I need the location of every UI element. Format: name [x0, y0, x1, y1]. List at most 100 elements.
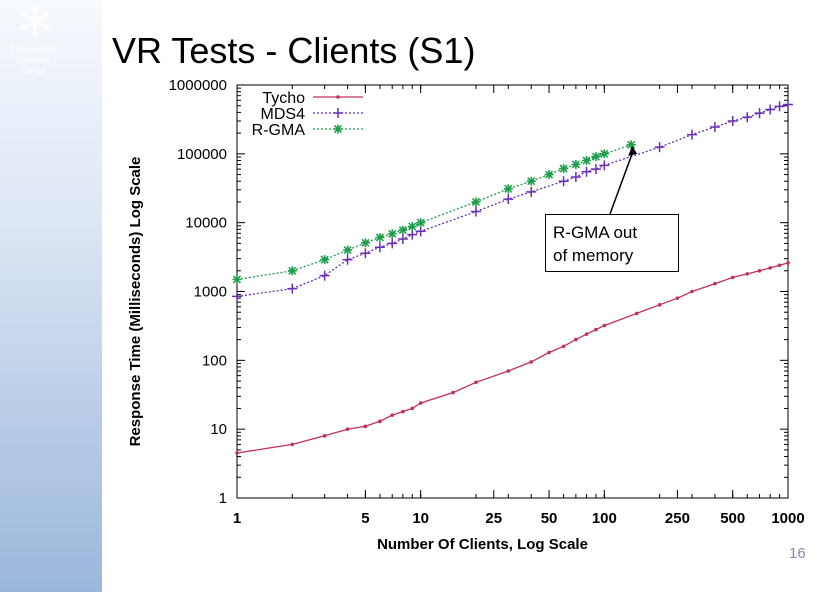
- response-time-chart: 1 5 10 25 50 100 250 500 1000 1 10 100 1000 10000 1000…: [127, 77, 805, 553]
- data-point-mds4: [287, 283, 298, 294]
- data-point-mds4: [727, 115, 738, 126]
- data-point-r-gma: [582, 156, 592, 166]
- data-point-r-gma: [471, 197, 481, 207]
- data-point-tycho: [345, 427, 350, 431]
- data-point-tycho: [235, 451, 239, 455]
- data-point-r-gma: [387, 229, 397, 239]
- data-point-tycho: [713, 281, 717, 286]
- data-point-mds4: [558, 176, 569, 187]
- data-point-r-gma: [503, 184, 513, 194]
- y-tick-label: 100000: [177, 146, 227, 163]
- logo-line-2: Systems: [16, 55, 50, 66]
- y-tick-label: 10000: [185, 215, 227, 232]
- data-point-tycho: [757, 268, 762, 273]
- data-point-tycho: [418, 401, 423, 405]
- data-point-tycho: [602, 323, 607, 328]
- data-point-r-gma: [343, 245, 353, 255]
- y-tick-label: 1000: [194, 284, 227, 301]
- data-point-r-gma: [544, 170, 554, 180]
- y-tick-label: 100: [202, 352, 227, 369]
- logo-line-1: Distributed: [10, 44, 56, 55]
- data-point-tycho: [657, 303, 662, 307]
- data-point-mds4: [232, 291, 242, 302]
- x-tick-label: 50: [541, 510, 558, 527]
- data-point-tycho: [690, 289, 694, 294]
- data-point-tycho: [290, 442, 295, 447]
- data-point-r-gma: [407, 221, 417, 231]
- data-point-tycho: [529, 360, 534, 364]
- callout-line-2: of memory: [553, 246, 634, 265]
- data-point-r-gma: [571, 159, 581, 169]
- rgma-callout-box: R-GMA out of memory: [545, 214, 679, 272]
- x-tick-label: 1: [233, 510, 241, 527]
- data-point-mds4: [774, 101, 785, 112]
- data-point-mds4: [765, 104, 776, 115]
- data-point-tycho: [786, 261, 790, 265]
- x-tick-label: 1000: [771, 510, 804, 527]
- data-point-mds4: [599, 160, 610, 171]
- data-point-mds4: [783, 99, 793, 110]
- plot-frame: [236, 84, 789, 499]
- x-tick-label: 10: [412, 510, 429, 527]
- legend-label-mds4: MDS4: [261, 106, 306, 123]
- x-tick-label: 25: [485, 510, 502, 527]
- data-point-r-gma: [416, 218, 426, 228]
- data-point-tycho: [730, 275, 735, 280]
- data-point-r-gma: [398, 225, 408, 235]
- data-point-r-gma: [287, 266, 297, 276]
- data-point-tycho: [506, 369, 511, 373]
- x-tick-label: 500: [720, 510, 745, 527]
- data-point-mds4: [654, 142, 665, 153]
- data-point-r-gma: [626, 140, 636, 150]
- legend-marker-r-gma: [333, 124, 343, 134]
- data-point-r-gma: [526, 176, 536, 186]
- data-point-mds4: [754, 108, 765, 119]
- data-point-mds4: [360, 248, 371, 259]
- series-line-mds4: [236, 103, 789, 298]
- legend-label-tycho: Tycho: [262, 90, 305, 107]
- callout-line-1: R-GMA out: [553, 223, 638, 242]
- data-point-mds4: [397, 233, 408, 244]
- data-point-r-gma: [375, 232, 385, 242]
- data-point-mds4: [590, 164, 601, 175]
- data-point-tycho: [378, 419, 382, 424]
- data-point-r-gma: [320, 255, 330, 265]
- data-point-tycho: [451, 390, 455, 395]
- snowflake-logo-icon: [20, 4, 50, 37]
- data-point-mds4: [742, 112, 753, 123]
- callout-arrow-head: [628, 145, 638, 156]
- data-point-mds4: [407, 229, 418, 240]
- data-point-tycho: [401, 409, 405, 414]
- slide-title: VR Tests - Clients (S1): [112, 30, 476, 71]
- data-point-mds4: [342, 254, 353, 265]
- data-point-tycho: [634, 311, 639, 316]
- data-point-tycho: [675, 296, 680, 300]
- data-point-tycho: [584, 332, 589, 336]
- data-point-mds4: [415, 226, 426, 237]
- data-point-tycho: [390, 413, 395, 417]
- x-tick-label: 250: [665, 510, 690, 527]
- y-tick-label: 10: [210, 421, 227, 438]
- y-tick-label: 1000000: [169, 77, 227, 94]
- logo-text: Distributed Systems Group: [0, 44, 66, 77]
- x-axis-label: Number Of Clients, Log Scale: [377, 536, 588, 553]
- data-point-r-gma: [360, 238, 370, 248]
- data-point-tycho: [322, 434, 327, 438]
- data-point-r-gma: [591, 152, 601, 162]
- data-point-mds4: [503, 194, 514, 205]
- page-number: 16: [789, 545, 806, 562]
- data-point-tycho: [363, 424, 368, 429]
- data-point-tycho: [745, 272, 750, 276]
- data-point-mds4: [374, 242, 385, 253]
- data-point-r-gma: [559, 164, 569, 174]
- data-point-tycho: [547, 350, 551, 355]
- data-point-tycho: [474, 380, 478, 385]
- data-point-tycho: [561, 344, 566, 349]
- data-point-mds4: [581, 166, 592, 177]
- data-point-r-gma: [232, 274, 242, 284]
- data-point-mds4: [470, 206, 481, 217]
- data-point-tycho: [777, 263, 782, 268]
- data-point-tycho: [768, 266, 773, 270]
- legend-marker-mds4: [333, 108, 343, 118]
- y-tick-label: 1: [219, 490, 227, 507]
